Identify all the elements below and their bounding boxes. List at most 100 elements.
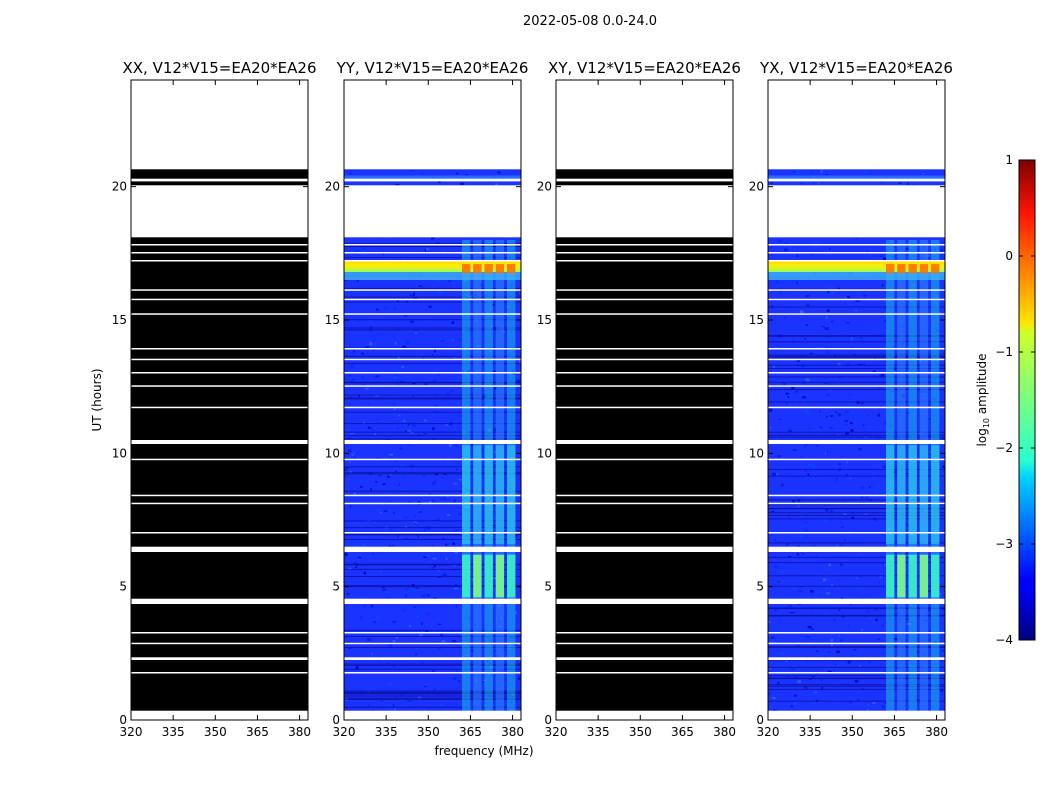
y-tick-label: 10: [325, 446, 340, 460]
x-tick-label: 350: [204, 725, 227, 739]
gap: [556, 358, 733, 361]
x-tick-label: 350: [417, 725, 440, 739]
gap: [556, 502, 733, 505]
gap: [344, 532, 521, 534]
gap: [556, 532, 733, 534]
gap: [131, 80, 308, 170]
gap: [768, 80, 945, 170]
data-gaps: [131, 80, 308, 720]
panel-frame: [343, 79, 522, 721]
panel-background: [556, 80, 733, 720]
panel-xx: XX, V12*V15=EA20*EA26 320 335 350 365 380 0 5 10…: [112, 59, 317, 739]
colorbar-tick-label: 0: [1005, 249, 1013, 263]
gap: [768, 385, 945, 387]
x-tick-label: 320: [120, 725, 143, 739]
y-tick-label: 0: [544, 713, 552, 727]
gap: [131, 657, 308, 660]
x-tick-label: 320: [545, 725, 568, 739]
y-tick-label: 5: [119, 580, 127, 594]
panels-group: XX, V12*V15=EA20*EA26 320 335 350 365 380 0 5 10…: [112, 59, 953, 739]
gap: [344, 358, 521, 361]
broadband-band: [768, 261, 945, 280]
gap: [131, 358, 308, 361]
data-gaps: [344, 80, 521, 720]
colorbar-tick-label: 1: [1005, 153, 1013, 167]
data-gaps: [768, 80, 945, 720]
panel-frame: [767, 79, 946, 721]
gap: [131, 244, 308, 246]
gap: [131, 252, 308, 254]
broadband-band: [344, 261, 521, 280]
gap: [768, 185, 945, 238]
x-tick-label: 350: [629, 725, 652, 739]
gap: [131, 372, 308, 374]
gap: [556, 244, 733, 246]
x-tick-label: 350: [841, 725, 864, 739]
gap: [768, 252, 945, 254]
gap: [556, 385, 733, 387]
colorbar-tick-label: −4: [995, 633, 1013, 647]
gap: [556, 313, 733, 315]
rfi-channels: [462, 240, 516, 720]
y-tick-label: 0: [332, 713, 340, 727]
y-axis-label: UT (hours): [90, 368, 104, 431]
gap: [131, 348, 308, 350]
y-tick-label: 20: [325, 180, 340, 194]
gap: [768, 657, 945, 660]
gap: [768, 348, 945, 350]
colorbar-gradient: [1018, 159, 1036, 641]
panel-title: XX, V12*V15=EA20*EA26: [122, 59, 316, 77]
gap: [556, 185, 733, 238]
gap: [556, 406, 733, 409]
y-tick-label: 15: [537, 313, 552, 327]
gap: [131, 406, 308, 409]
gap: [556, 657, 733, 660]
gap: [768, 632, 945, 634]
gap: [344, 440, 521, 444]
gap: [344, 598, 521, 604]
panel-title: YX, V12*V15=EA20*EA26: [759, 59, 953, 77]
gap: [344, 289, 521, 291]
x-tick-label: 380: [713, 725, 736, 739]
panel-title: YY, V12*V15=EA20*EA26: [336, 59, 529, 77]
gap: [131, 185, 308, 238]
x-tick-label: 380: [288, 725, 311, 739]
gap: [131, 642, 308, 645]
y-tick-label: 20: [112, 180, 127, 194]
gap: [768, 178, 945, 182]
x-tick-label: 365: [459, 725, 482, 739]
x-tick-label: 380: [925, 725, 948, 739]
gap: [556, 348, 733, 350]
gap: [556, 546, 733, 552]
gap: [768, 289, 945, 291]
gap: [344, 260, 521, 262]
x-tick-label: 335: [375, 725, 398, 739]
panel-yx: YX, V12*V15=EA20*EA26 320 335 350 365 380 0 5 10…: [749, 59, 953, 739]
gap: [131, 458, 308, 461]
gap: [131, 494, 308, 497]
data-gaps: [556, 80, 733, 720]
gap: [768, 244, 945, 246]
colorbar-tick-label: −1: [995, 345, 1013, 359]
y-tick-label: 10: [749, 446, 764, 460]
x-tick-label: 380: [501, 725, 524, 739]
gap: [344, 406, 521, 409]
y-tick-label: 10: [112, 446, 127, 460]
gap: [556, 372, 733, 374]
x-tick-label: 365: [246, 725, 269, 739]
gap: [344, 372, 521, 374]
gap: [768, 598, 945, 604]
gap: [556, 80, 733, 170]
panel-yy: YY, V12*V15=EA20*EA26 320 335 350 365 380 0 5 10…: [325, 59, 529, 739]
gap: [556, 298, 733, 301]
gap: [768, 440, 945, 444]
gap: [344, 546, 521, 552]
gap: [768, 546, 945, 552]
panel-background: [131, 80, 308, 720]
gap: [768, 494, 945, 497]
gap: [344, 80, 521, 170]
gap: [556, 289, 733, 291]
colorbar: 1 0 −1 −2 −3 −4 log10 amplitude: [975, 153, 1036, 647]
gap: [768, 260, 945, 262]
